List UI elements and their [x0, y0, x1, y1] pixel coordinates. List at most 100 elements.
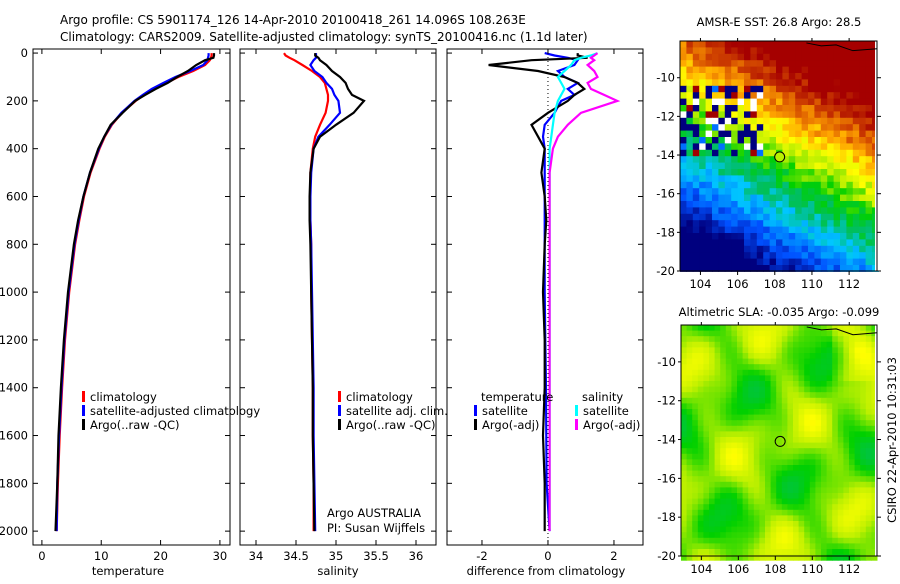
map-cell — [720, 369, 727, 376]
map-cell — [692, 226, 700, 234]
map-cell — [808, 73, 815, 80]
map-cell — [720, 476, 727, 483]
map-cell — [808, 92, 815, 100]
map-cell — [795, 245, 803, 253]
map-cell — [725, 420, 732, 427]
map-cell — [703, 414, 710, 421]
map-cell — [765, 442, 772, 449]
map-cell — [770, 470, 777, 477]
map-cell — [837, 481, 844, 488]
map-cell — [765, 532, 772, 539]
map-cell — [859, 175, 867, 183]
map-cell — [731, 111, 739, 119]
map-cell — [833, 226, 841, 234]
map-cell — [788, 73, 796, 80]
map-cell — [759, 403, 766, 410]
map-cell — [860, 437, 867, 444]
map-cell — [787, 465, 794, 472]
map-cell — [795, 213, 803, 221]
map-cell — [770, 397, 777, 404]
map-cell — [725, 509, 732, 516]
map-cell — [865, 481, 872, 488]
map-cell — [769, 111, 777, 119]
map-cell — [788, 233, 796, 240]
map-cell — [814, 169, 822, 176]
map-cell — [756, 117, 764, 125]
map-cell — [697, 498, 704, 505]
map-cell — [681, 392, 688, 399]
map-cell — [770, 526, 777, 533]
map-cell — [759, 498, 766, 505]
map-cell — [859, 47, 867, 55]
map-cell — [809, 397, 816, 404]
map-cell — [697, 386, 704, 393]
map-cell — [750, 213, 758, 221]
map-cell — [709, 437, 716, 444]
map-cell — [731, 347, 738, 354]
map-cell — [837, 414, 844, 421]
map-cell — [744, 117, 751, 125]
map-cell — [742, 425, 749, 432]
map-cell — [718, 169, 726, 176]
map-cell — [832, 386, 839, 393]
map-cell — [765, 375, 772, 382]
map-cell — [821, 386, 828, 393]
map-cell — [765, 549, 772, 556]
map-cell — [725, 353, 732, 360]
map-cell — [854, 353, 861, 360]
legend-label: Argo(-adj) — [583, 418, 640, 432]
map-cell — [865, 375, 872, 382]
map-cell — [763, 53, 771, 61]
map-cell — [724, 169, 732, 176]
map-cell — [801, 213, 809, 221]
map-cell — [793, 409, 800, 416]
map-cell — [725, 397, 732, 404]
map-cell — [681, 341, 688, 348]
map-cell — [697, 336, 704, 343]
map-cell — [753, 341, 760, 348]
map-cell — [854, 330, 861, 337]
map-cell — [769, 239, 777, 247]
map-cell — [860, 375, 867, 382]
map-cell — [787, 543, 794, 550]
map-cell — [731, 504, 738, 511]
map-cell — [763, 169, 771, 176]
map-cell — [795, 207, 803, 215]
map-cell — [697, 403, 704, 410]
map-cell — [703, 498, 710, 505]
map-cell — [854, 515, 861, 522]
map-cell — [837, 397, 844, 404]
map-cell — [720, 358, 727, 365]
map-cell — [697, 453, 704, 460]
map-cell — [756, 53, 764, 61]
map-cell — [744, 137, 751, 144]
map-cell — [759, 537, 766, 544]
map-cell — [714, 526, 721, 533]
map-cell — [692, 504, 699, 511]
map-cell — [718, 245, 726, 253]
map-cell — [860, 392, 867, 399]
map-cell — [814, 162, 822, 170]
map-cell — [703, 375, 710, 382]
map-cell — [731, 149, 739, 157]
map-cell — [712, 105, 719, 112]
series-line-argo--adj- — [548, 52, 621, 532]
map-cell — [820, 169, 828, 176]
map-cell — [804, 431, 811, 438]
map-cell — [798, 375, 805, 382]
map-cell — [737, 181, 745, 189]
map-cell — [814, 181, 822, 189]
map-cell — [714, 386, 721, 393]
map-cell — [865, 149, 873, 157]
map-cell — [692, 476, 699, 483]
map-cell — [815, 392, 822, 399]
map-cell — [814, 188, 822, 196]
map-cell — [709, 465, 716, 472]
map-cell — [703, 509, 710, 516]
map-cell — [686, 245, 694, 253]
map-cell — [686, 425, 693, 432]
legend-label: climatology — [90, 390, 157, 404]
y-tick-label: -10 — [656, 71, 675, 85]
map-cell — [849, 325, 856, 332]
map-cell — [788, 47, 796, 55]
